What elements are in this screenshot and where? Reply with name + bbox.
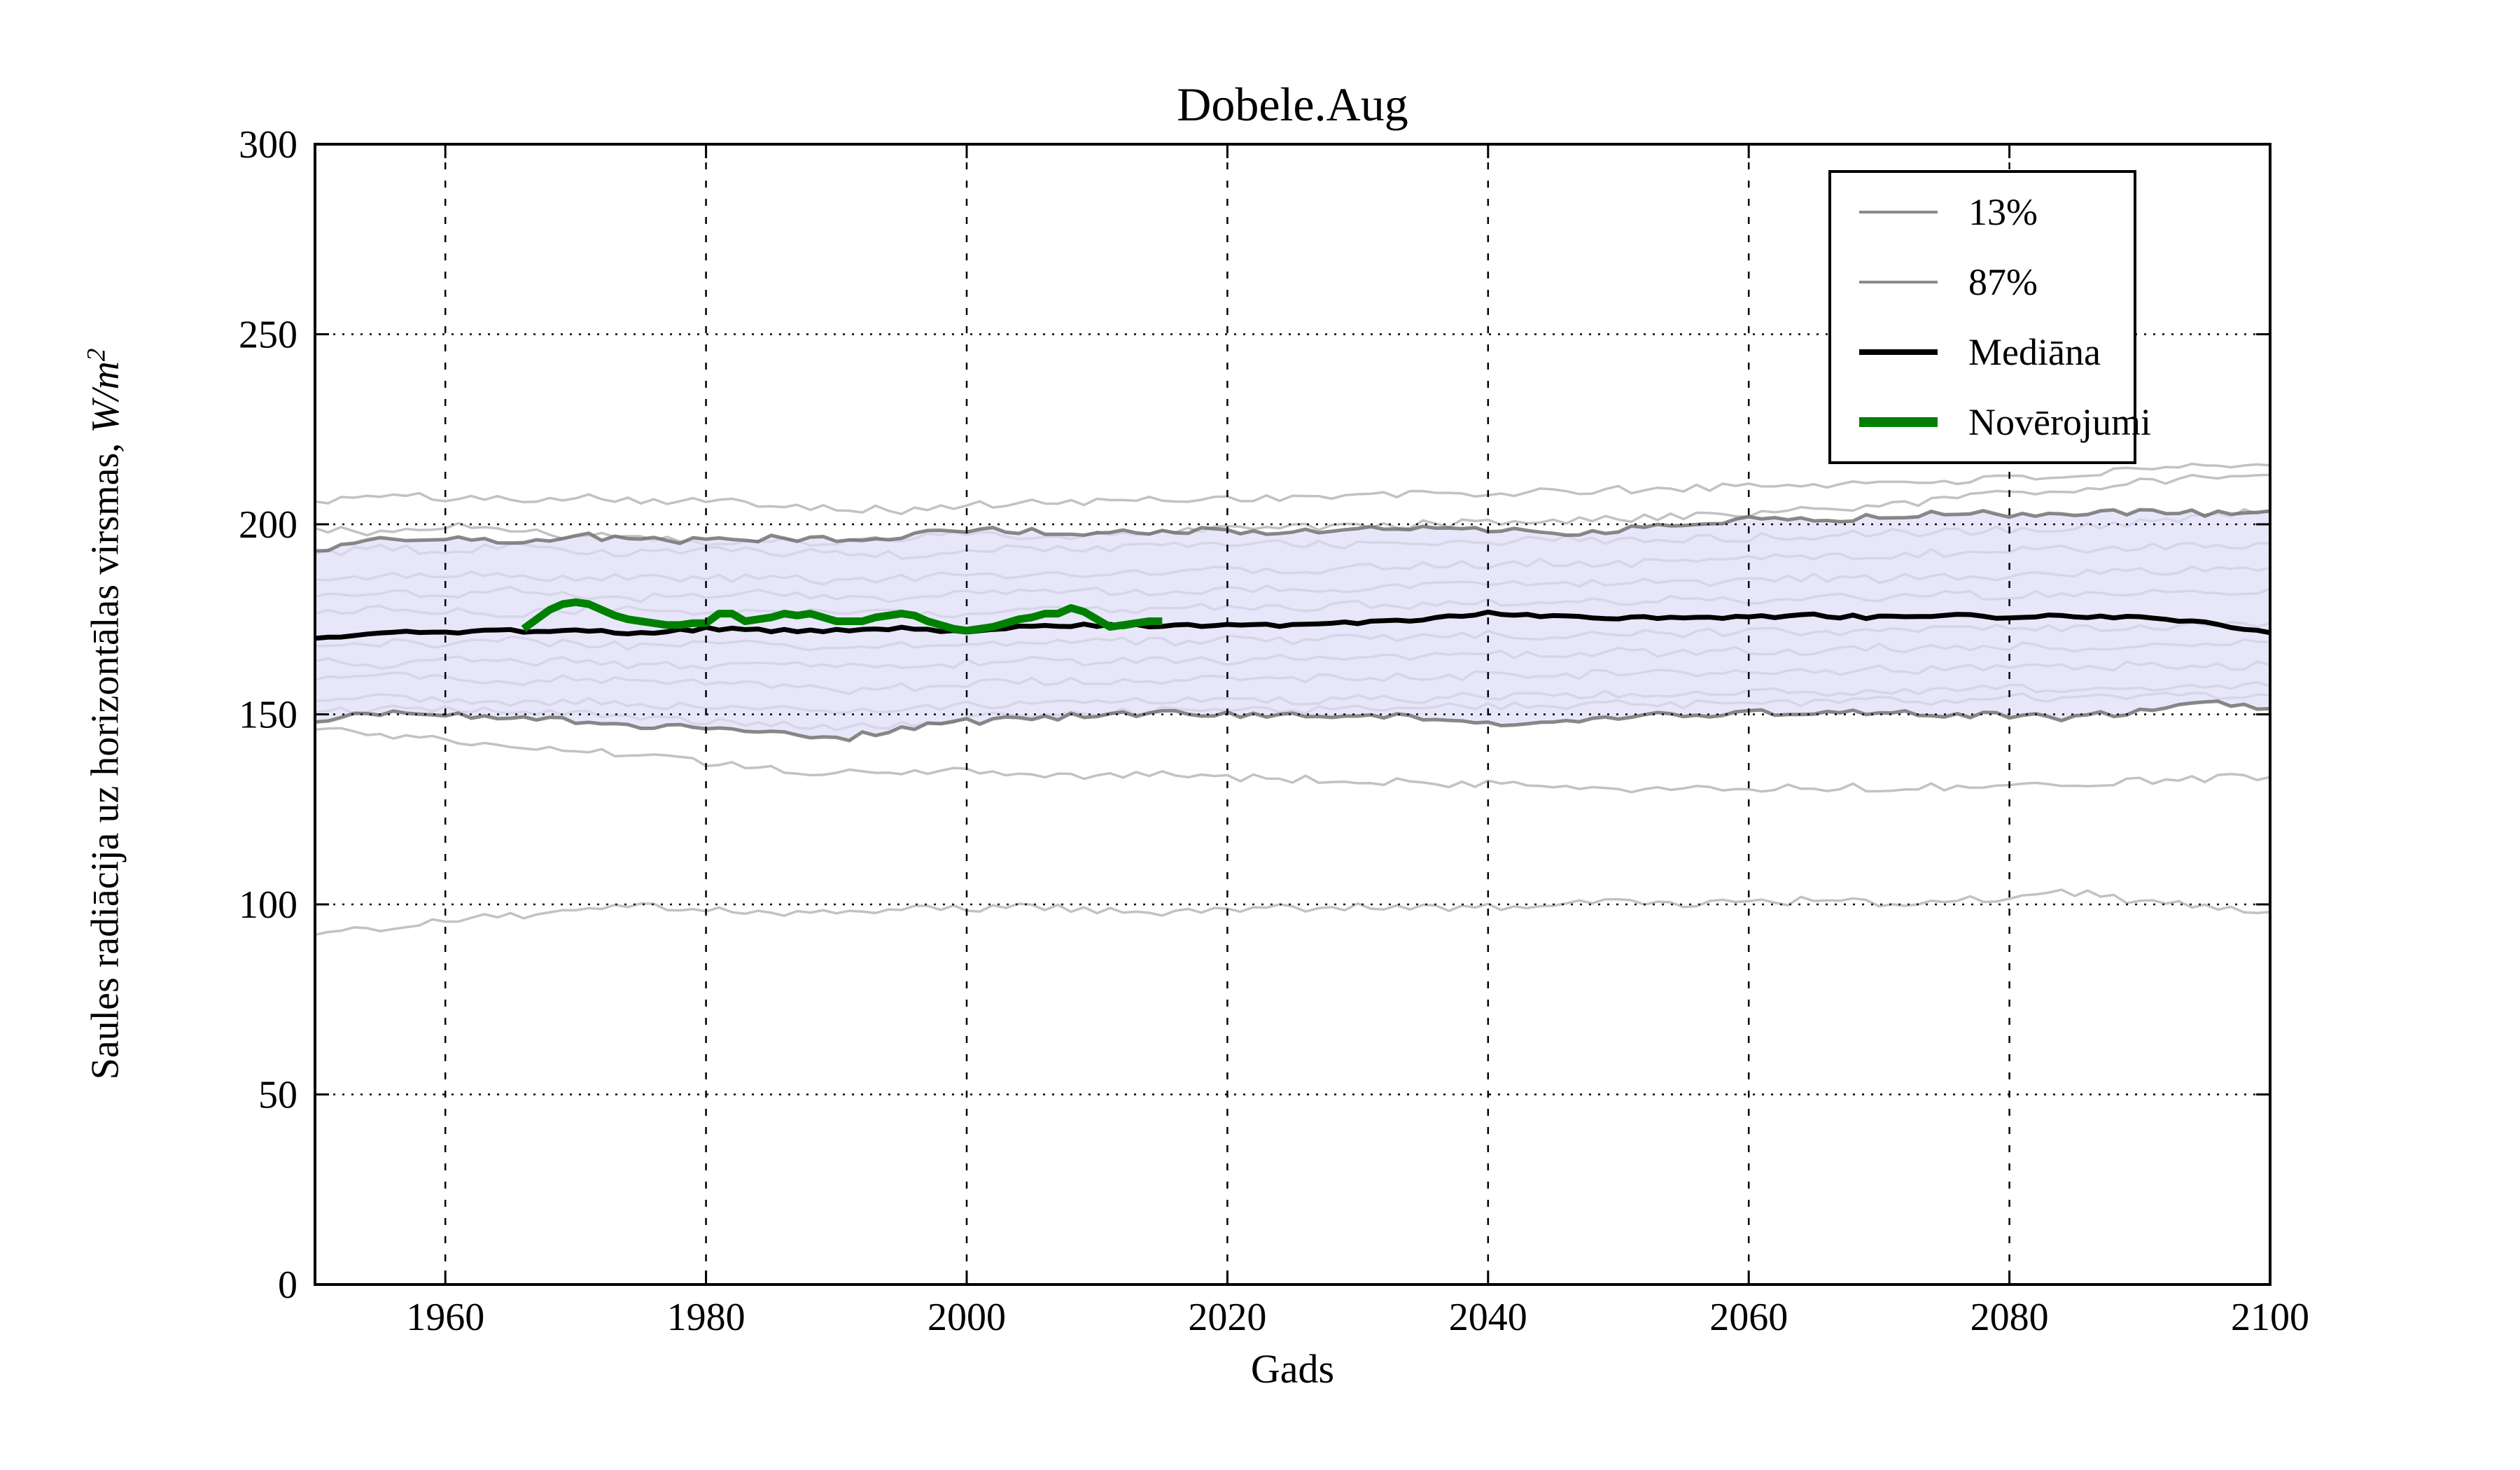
x-tick-label: 2080 xyxy=(1970,1296,2049,1339)
x-tick-label: 2020 xyxy=(1188,1296,1266,1339)
y-tick-label: 150 xyxy=(239,694,298,737)
chart-title: Dobele.Aug xyxy=(1177,78,1408,131)
legend-line-sample-median xyxy=(1859,349,1938,355)
legend-item-median: Mediāna xyxy=(1831,318,2134,386)
y-axis-label-units: W/m2 xyxy=(81,348,127,433)
y-tick-label: 0 xyxy=(278,1264,298,1307)
legend-line-sample-observations xyxy=(1859,417,1938,427)
plot-area xyxy=(315,463,2270,937)
x-tick-label: 2060 xyxy=(1709,1296,1788,1339)
y-tick-label: 250 xyxy=(239,314,298,357)
y-tick-label: 100 xyxy=(239,883,298,927)
x-tick-label: 2100 xyxy=(2231,1296,2309,1339)
ensemble-line xyxy=(315,888,2270,937)
y-axis-label: Saules radiācija uz horizontālas virsmas… xyxy=(80,224,136,1204)
median-line xyxy=(315,609,2270,641)
percentile-lower-line xyxy=(315,699,2270,743)
y-tick-label: 300 xyxy=(239,123,298,167)
y-tick-label: 50 xyxy=(258,1074,298,1117)
legend: 13% 87% Mediāna Novērojumi xyxy=(1828,170,2151,464)
legend-line-sample-p87 xyxy=(1859,281,1938,284)
x-tick-label: 2000 xyxy=(927,1296,1006,1339)
legend-label: Mediāna xyxy=(1968,331,2101,373)
x-tick-label: 2040 xyxy=(1449,1296,1527,1339)
legend-label: 87% xyxy=(1968,261,2038,303)
y-tick-label: 200 xyxy=(239,503,298,547)
x-tick-label: 1960 xyxy=(406,1296,484,1339)
ensemble-line xyxy=(315,473,2270,547)
legend-label: Novērojumi xyxy=(1968,401,2151,443)
legend-label: 13% xyxy=(1968,191,2038,233)
observations-line xyxy=(521,598,1163,635)
y-axis-label-text: Saules radiācija uz horizontālas virsmas… xyxy=(83,433,127,1080)
legend-item-p87: 87% xyxy=(1831,248,2134,316)
legend-item-observations: Novērojumi xyxy=(1831,388,2151,456)
ensemble-line xyxy=(315,463,2270,516)
legend-line-sample-p13 xyxy=(1859,211,1938,214)
axes-frame xyxy=(314,143,2272,1286)
x-tick-label: 1980 xyxy=(667,1296,746,1339)
percentile-upper-line xyxy=(315,507,2270,553)
legend-item-p13: 13% xyxy=(1831,178,2134,246)
ensemble-line xyxy=(315,727,2270,794)
x-axis-label: Gads xyxy=(1250,1346,1335,1392)
